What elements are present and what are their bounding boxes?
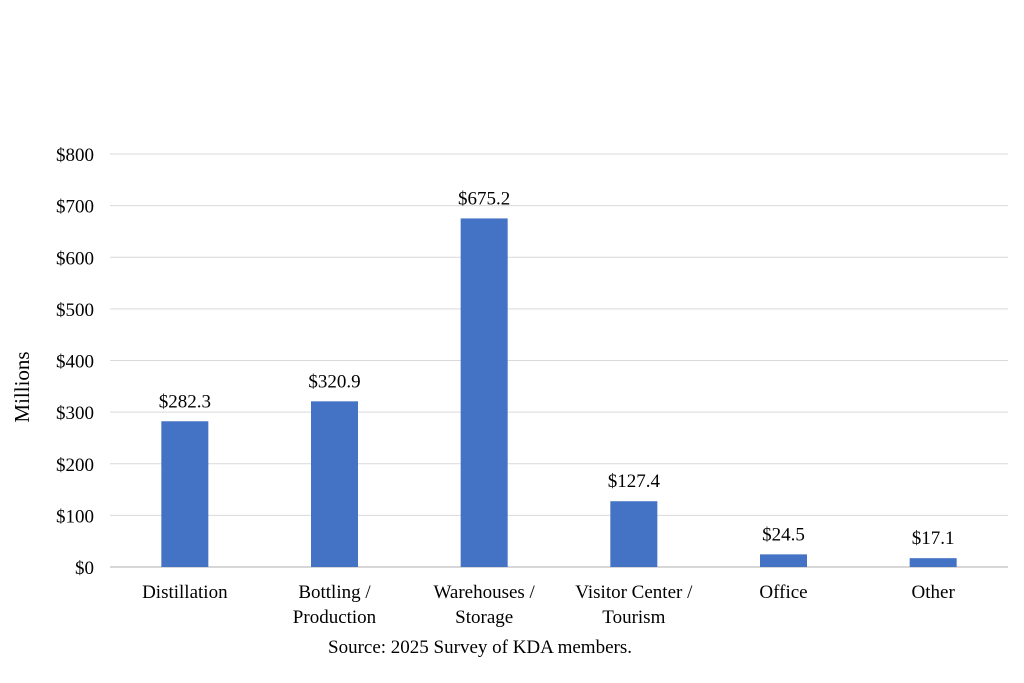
bar-value-labels: $282.3 $320.9 $675.2 $127.4 $24.5 $17.1	[159, 188, 955, 549]
y-axis-tick-labels: $0 $100 $200 $300 $400 $500 $600 $700 $800	[56, 145, 94, 579]
y-tick-label: $200	[56, 455, 94, 476]
bar-value-label: $127.4	[608, 471, 661, 492]
x-category-label: Office	[759, 582, 807, 603]
bar	[610, 501, 658, 567]
bar-value-label: $24.5	[762, 524, 805, 545]
x-category-label: Warehouses / Storage	[433, 582, 535, 628]
bar	[460, 218, 508, 568]
y-tick-label: $100	[56, 506, 94, 527]
x-axis-category-labels: Distillation Bottling / Production Warehous…	[142, 582, 955, 628]
x-category-label: Visitor Center / Tourism	[575, 582, 693, 628]
bar	[311, 401, 358, 567]
bar-value-label: $17.1	[912, 528, 955, 549]
source-note: Source: 2025 Survey of KDA members.	[328, 637, 632, 658]
bar	[161, 421, 209, 567]
bar-value-label: $320.9	[308, 371, 360, 392]
bars	[161, 218, 957, 568]
bar-chart: $0 $100 $200 $300 $400 $500 $600 $700 $800 $282.…	[10, 145, 1008, 628]
y-axis-title: Millions	[10, 351, 34, 422]
y-tick-label: $600	[56, 248, 94, 269]
y-tick-label: $500	[56, 300, 94, 321]
y-tick-label: $300	[56, 403, 94, 424]
y-tick-label: $700	[56, 197, 94, 218]
x-category-label: Bottling / Production	[293, 582, 377, 628]
gridlines	[110, 153, 1008, 568]
y-tick-label: $400	[56, 352, 94, 373]
y-tick-label: $800	[56, 145, 94, 166]
bar-value-label: $282.3	[159, 391, 211, 412]
bar	[909, 558, 957, 567]
x-category-label: Other	[912, 582, 956, 603]
y-tick-label: $0	[75, 558, 94, 579]
bar-value-label: $675.2	[458, 188, 510, 209]
x-category-label: Distillation	[142, 582, 228, 603]
bar	[760, 554, 807, 567]
